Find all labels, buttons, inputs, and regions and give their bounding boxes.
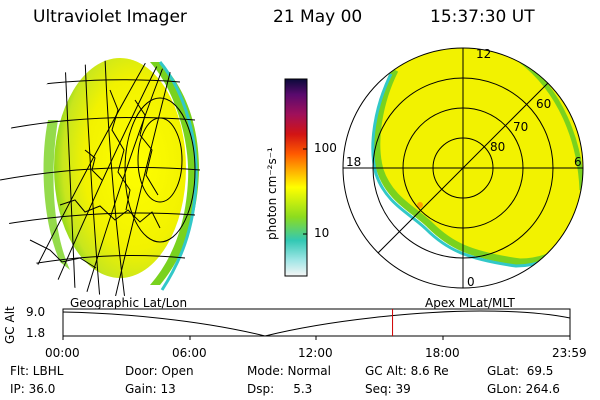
info-glat: GLat: 69.5 — [487, 364, 554, 378]
info-filter: Flt: LBHL — [10, 364, 64, 378]
mlt-label-6: 6 — [574, 155, 582, 169]
info-seq: Seq: 39 — [365, 382, 411, 396]
info-gain: Gain: 13 — [125, 382, 176, 396]
date-label: 21 May 00 — [273, 7, 363, 27]
lat-label-60: 60 — [536, 97, 552, 111]
info-ip: IP: 36.0 — [10, 382, 56, 396]
lat-label-80: 80 — [490, 140, 506, 154]
info-glon: GLon: 264.6 — [487, 382, 560, 396]
info-mode: Mode: Normal — [247, 364, 331, 378]
geographic-grid — [0, 60, 201, 296]
colorbar-tick-10: 10 — [314, 226, 330, 240]
timeline-xtick-2359: 23:59 — [552, 346, 587, 360]
timeline-ytick-9: 9.0 — [26, 305, 46, 319]
timeline-xtick-0600: 06:00 — [172, 346, 207, 360]
instrument-title: Ultraviolet Imager — [33, 7, 187, 27]
altitude-curve — [62, 310, 571, 337]
info-gc-alt: GC Alt: 8.6 Re — [365, 364, 449, 378]
timeline-ylabel: GC Alt — [3, 306, 17, 344]
polar-grid — [342, 47, 584, 289]
colorbar-tick-100: 100 — [314, 141, 337, 155]
lat-label-70: 70 — [513, 120, 529, 134]
time-label: 15:37:30 UT — [430, 7, 535, 27]
timeline-xtick-1800: 18:00 — [425, 346, 460, 360]
info-dsp: Dsp: 5.3 — [247, 382, 313, 396]
info-door: Door: Open — [125, 364, 194, 378]
timeline-ytick-1-8: 1.8 — [26, 326, 46, 340]
mlt-label-18: 18 — [346, 155, 362, 169]
right-panel-caption: Apex MLat/MLT — [425, 296, 515, 310]
mlt-label-12: 12 — [476, 47, 492, 61]
left-panel-caption: Geographic Lat/Lon — [70, 296, 188, 310]
mlt-label-0: 0 — [467, 275, 475, 289]
timeline-xtick-1200: 12:00 — [298, 346, 333, 360]
timeline-xtick-0000: 00:00 — [45, 346, 80, 360]
coastlines — [29, 89, 161, 269]
